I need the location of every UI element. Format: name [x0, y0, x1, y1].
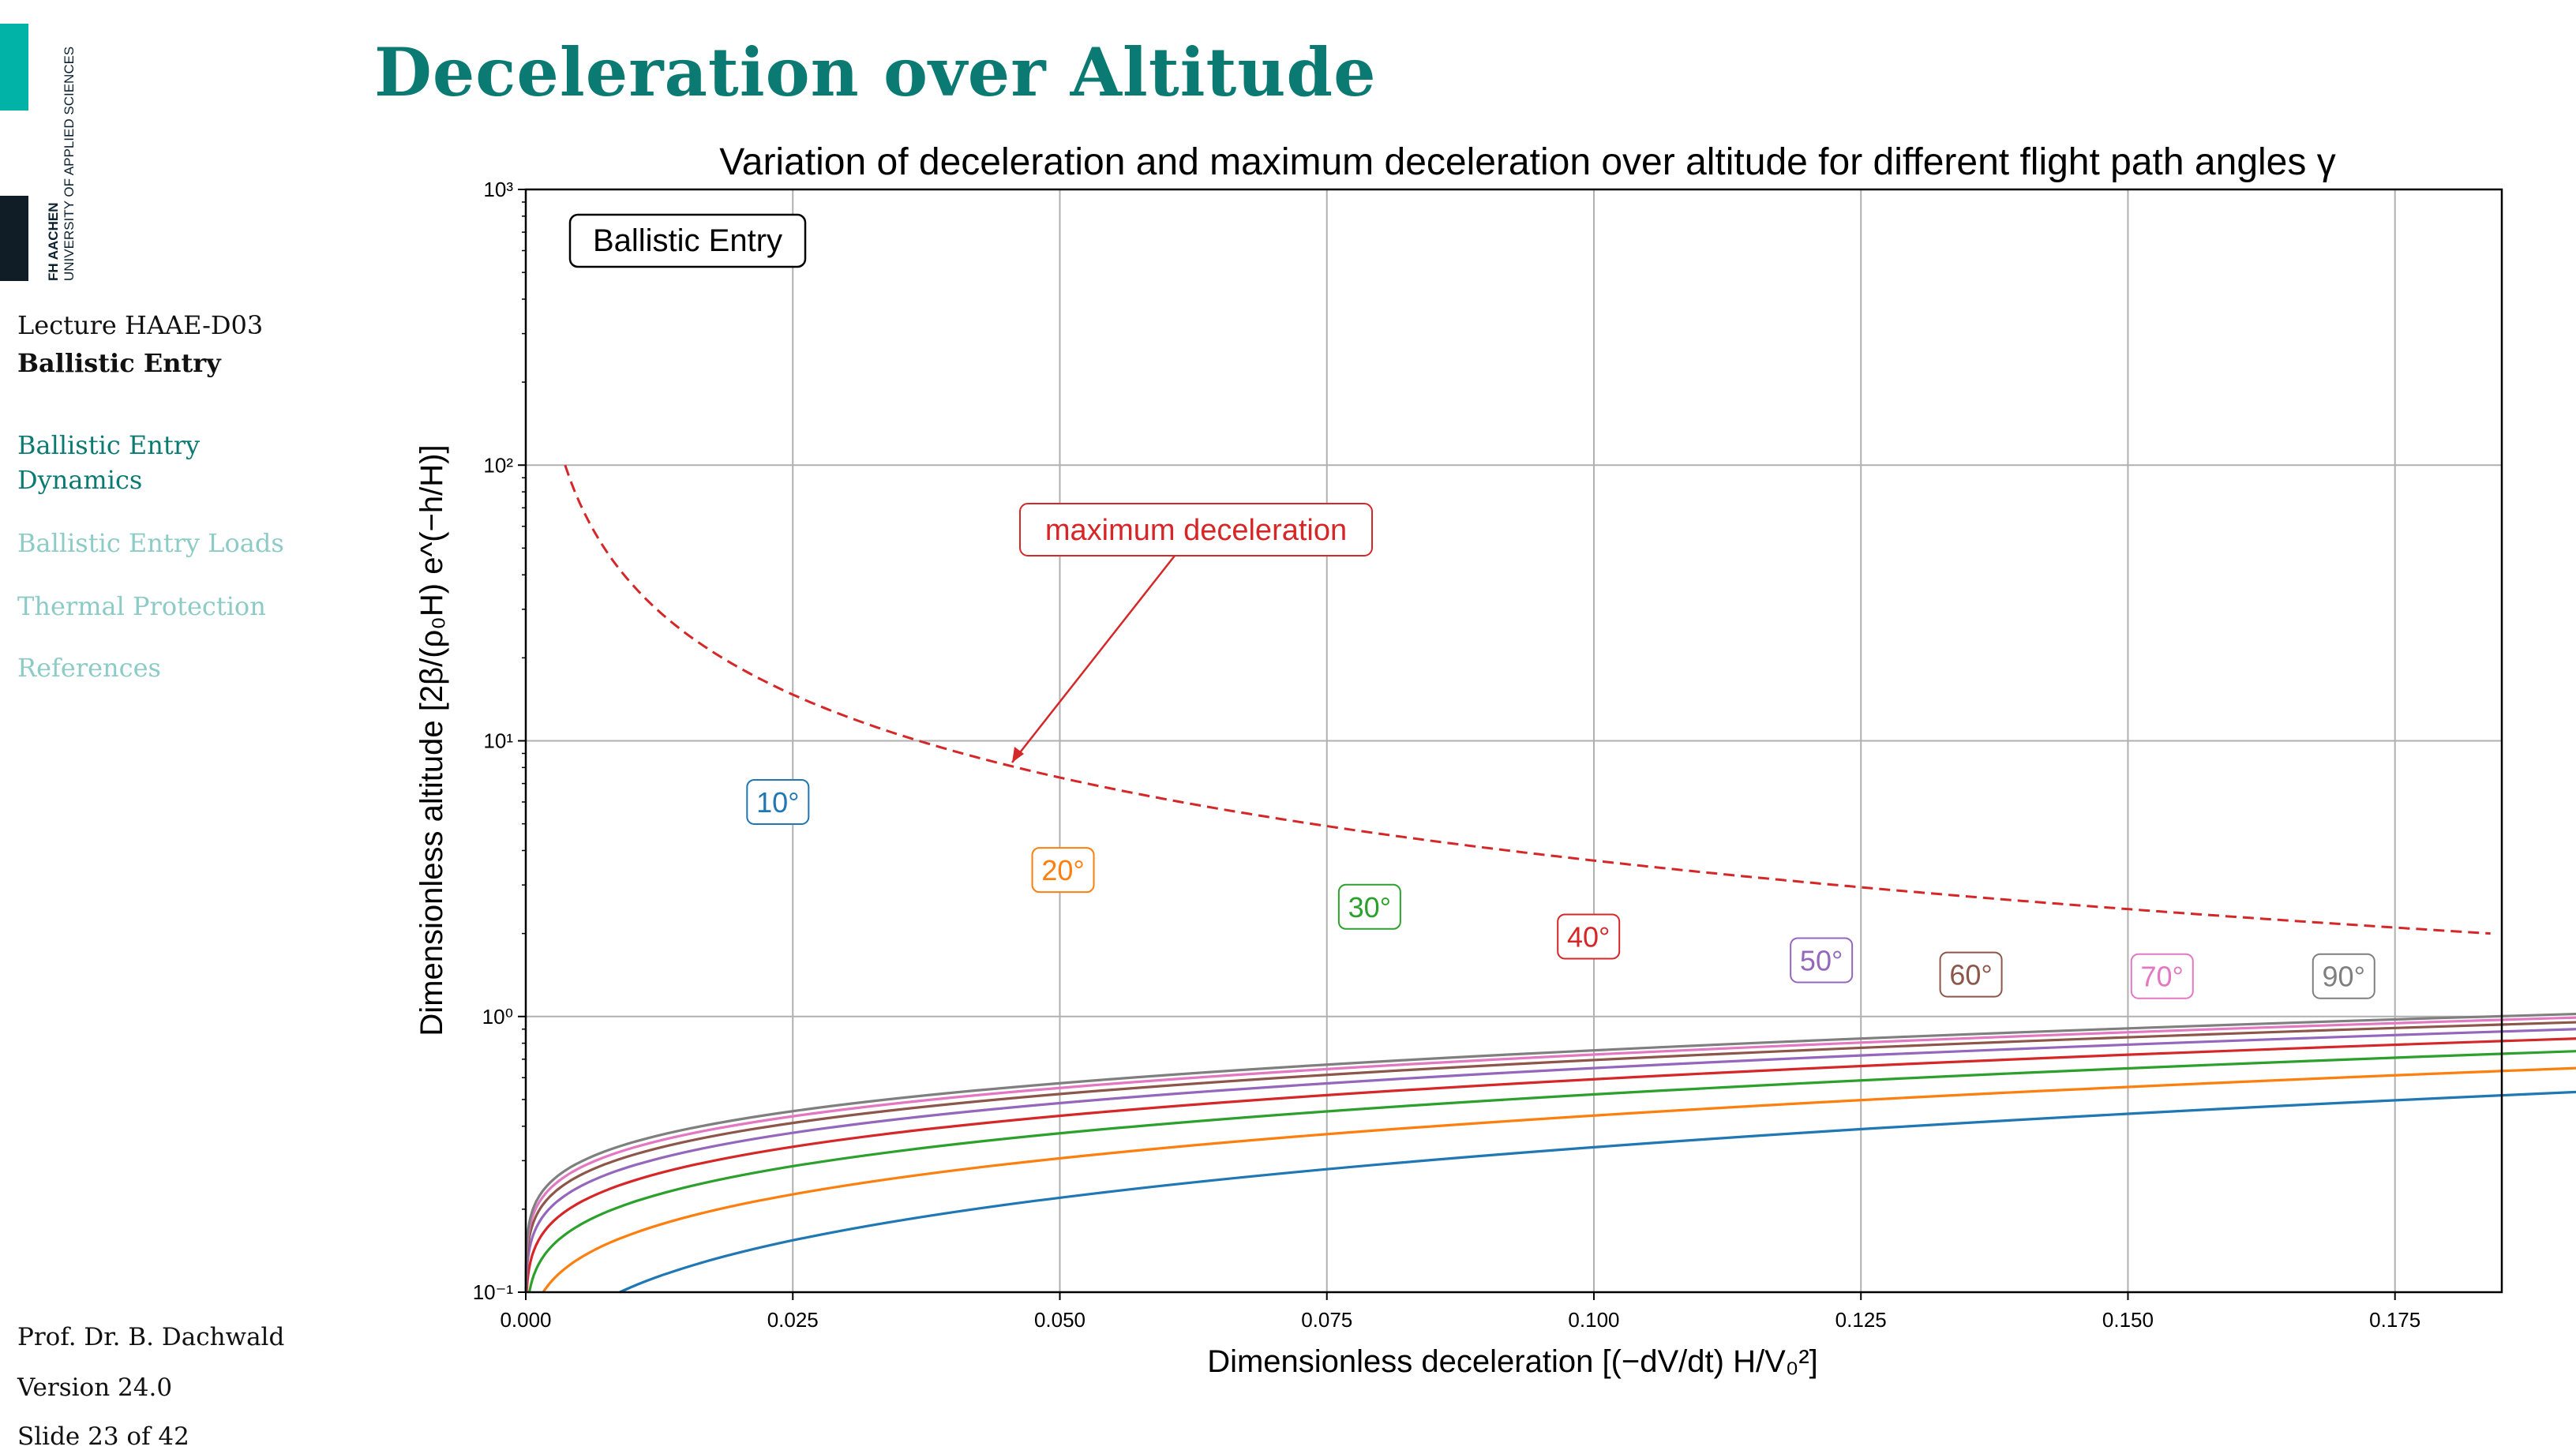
- lecture-topic: Ballistic Entry: [17, 348, 221, 378]
- nav-item-ballistic-entry-loads[interactable]: Ballistic Entry Loads: [17, 528, 284, 558]
- curve-label-box: [1557, 913, 1621, 960]
- x-tick-label: 0.125: [1835, 1308, 1887, 1332]
- curve-label-50deg: 50°: [1790, 937, 1854, 984]
- version: Version 24.0: [17, 1373, 173, 1402]
- curve-label-text: 60°: [1949, 959, 1992, 991]
- nav-item-thermal-protection[interactable]: Thermal Protection: [17, 591, 266, 621]
- curve-label-box: [1031, 847, 1095, 894]
- max-decel-annotation: maximum deceleration: [1011, 503, 1373, 763]
- x-tick-label: 0.150: [2102, 1308, 2154, 1332]
- x-axis-label: Dimensionless deceleration [(−dV/dt) H/V…: [1207, 1344, 1818, 1379]
- y-tick-label: 10¹: [483, 729, 513, 753]
- curve-label-70deg: 70°: [2130, 953, 2194, 999]
- curve-label-box: [1939, 951, 2003, 998]
- ballistic-entry-label: Ballistic Entry: [593, 223, 782, 258]
- lecture-code: Lecture HAAE-D03: [17, 310, 264, 340]
- slide-title: Deceleration over Altitude: [374, 33, 1377, 111]
- curve-label-60deg: 60°: [1939, 951, 2003, 998]
- chart-title: Variation of deceleration and maximum de…: [719, 141, 2335, 183]
- y-axis-label: Dimensionless altitude [2β/(ρ₀H) e^(−h/H…: [414, 444, 449, 1036]
- curve-label-text: 40°: [1567, 920, 1610, 953]
- curve-label-10deg: 10°: [746, 778, 810, 825]
- x-tick-label: 0.000: [500, 1308, 551, 1332]
- x-tick-label: 0.100: [1568, 1308, 1619, 1332]
- curve-label-text: 70°: [2141, 961, 2184, 993]
- y-tick-label: 10³: [483, 178, 513, 201]
- curve-label-box: [2312, 953, 2375, 999]
- series-line-50deg: [524, 1028, 2576, 1293]
- curve-label-text: 10°: [756, 786, 799, 819]
- x-tick-label: 0.175: [2369, 1308, 2420, 1332]
- curve-label-30deg: 30°: [1337, 883, 1401, 930]
- max-deceleration-line: [564, 464, 2491, 935]
- x-tick-label: 0.050: [1034, 1308, 1086, 1332]
- series-line-30deg: [528, 1050, 2576, 1293]
- author: Prof. Dr. B. Dachwald: [17, 1323, 285, 1351]
- slide-counter: Slide 23 of 42: [17, 1422, 189, 1451]
- curve-label-text: 50°: [1800, 944, 1843, 976]
- curve-label-box: [1790, 937, 1854, 984]
- x-tick-label: 0.025: [767, 1308, 819, 1332]
- curve-label-box: [2130, 953, 2194, 999]
- series-line-90deg: [524, 1012, 2576, 1292]
- max-decel-annotation-text: maximum deceleration: [1045, 514, 1347, 547]
- y-tick-label: 10⁰: [482, 1005, 513, 1029]
- y-tick-label: 10⁻¹: [473, 1280, 514, 1304]
- curve-label-box: [1337, 883, 1401, 930]
- curve-label-90deg: 90°: [2312, 953, 2375, 999]
- curve-label-text: 90°: [2323, 961, 2365, 993]
- nav-item-ballistic-entry-dynamics[interactable]: Ballistic Entry Dynamics: [17, 430, 201, 495]
- logo-bar-dark: [0, 196, 28, 281]
- x-tick-label: 0.075: [1301, 1308, 1352, 1332]
- ballistic-entry-box: Ballistic Entry: [568, 213, 807, 268]
- y-tick-label: 10²: [483, 453, 513, 477]
- curve-label-20deg: 20°: [1031, 847, 1095, 894]
- logo-bar-teal: [0, 24, 28, 111]
- curve-label-box: [746, 778, 810, 825]
- curve-label-text: 20°: [1041, 854, 1084, 886]
- nav-item-references[interactable]: References: [17, 653, 161, 683]
- curve-label-text: 30°: [1348, 891, 1391, 924]
- curve-label-40deg: 40°: [1557, 913, 1621, 960]
